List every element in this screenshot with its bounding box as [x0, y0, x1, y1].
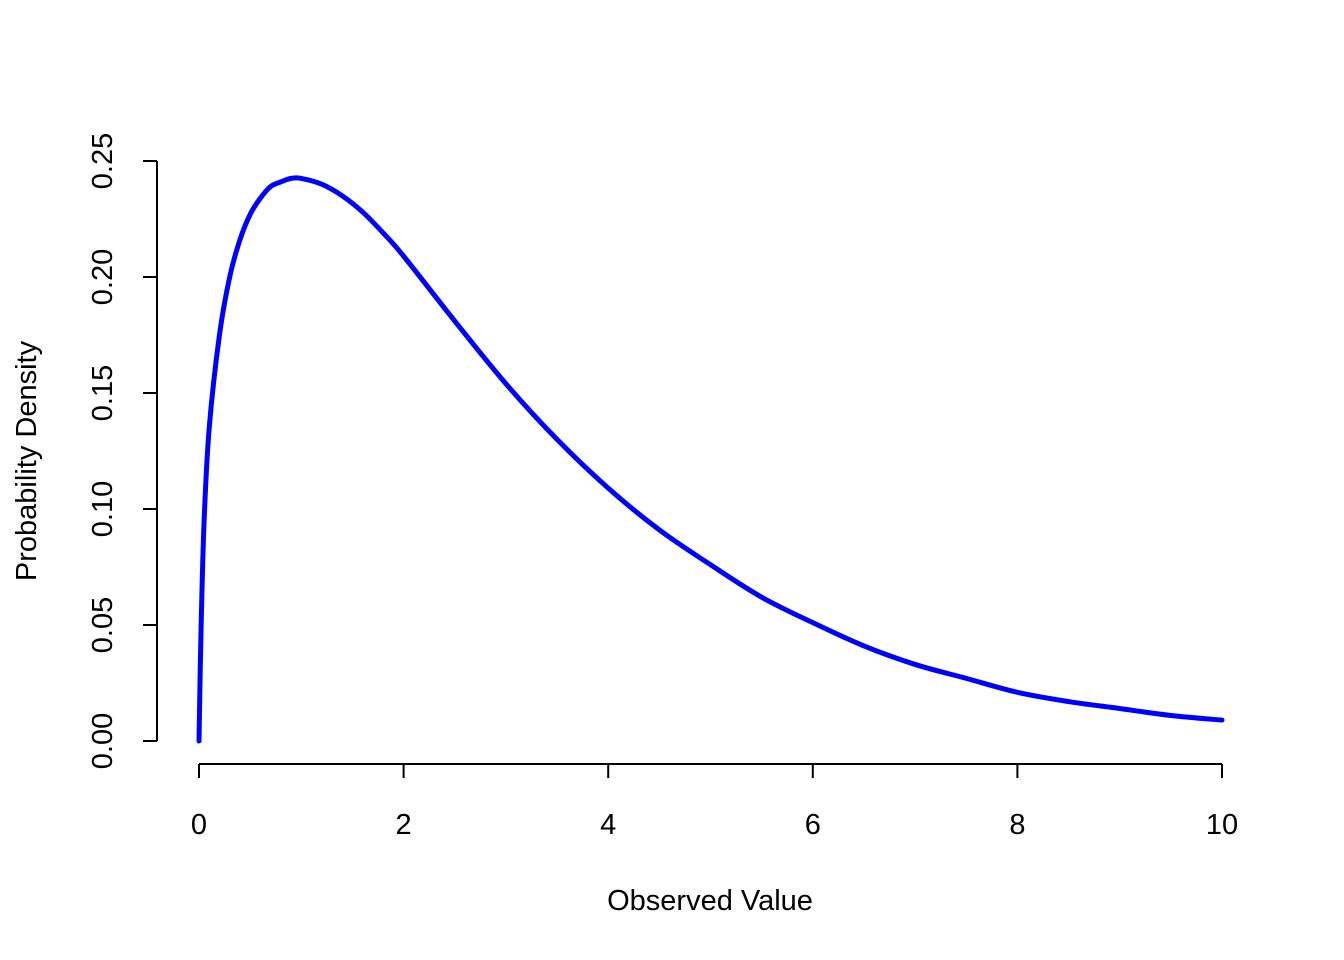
x-tick-label: 10 — [1206, 809, 1238, 841]
y-tick-label: 0.00 — [87, 713, 119, 769]
x-tick-label: 8 — [1009, 809, 1025, 841]
x-tick-label: 2 — [396, 809, 412, 841]
x-axis: 0 2 4 6 8 10 — [191, 763, 1238, 841]
series-layer — [196, 175, 1225, 744]
x-tick-label: 4 — [600, 809, 616, 841]
x-tick-label: 6 — [805, 809, 821, 841]
y-axis-title: Probability Density — [11, 340, 43, 581]
y-tick-label: 0.15 — [87, 365, 119, 421]
y-tick-label: 0.20 — [87, 249, 119, 305]
y-tick-label: 0.25 — [87, 133, 119, 189]
x-tick-label: 0 — [191, 809, 207, 841]
density-curve — [196, 175, 1225, 744]
y-tick-label: 0.05 — [87, 597, 119, 653]
x-axis-title: Observed Value — [607, 885, 813, 917]
y-axis: 0.00 0.05 0.10 0.15 0.20 0.25 — [87, 133, 158, 769]
y-tick-label: 0.10 — [87, 481, 119, 537]
